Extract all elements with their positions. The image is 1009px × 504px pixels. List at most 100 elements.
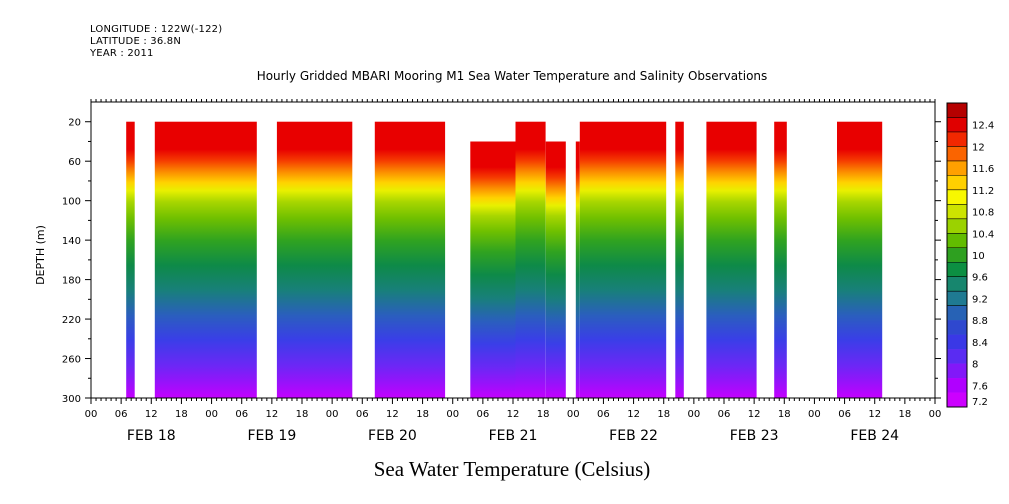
data-block (579, 121, 667, 398)
x-tick-label: 06 (476, 409, 489, 420)
day-label: FEB 19 (247, 428, 296, 444)
x-tick-label: 18 (296, 409, 309, 420)
x-tick-label: 18 (416, 409, 429, 420)
colorbar-swatch (947, 189, 967, 205)
data-block (575, 141, 580, 398)
x-tick-label: 06 (718, 409, 731, 420)
colorbar-swatch (947, 131, 967, 147)
x-tick-label: 06 (356, 409, 369, 420)
colorbar-swatch (947, 160, 967, 176)
x-tick-label: 00 (446, 409, 459, 420)
data-block (374, 121, 446, 398)
colorbar-swatch (947, 363, 967, 379)
colorbar-label: 8 (972, 360, 978, 371)
data-block (545, 141, 566, 398)
x-tick-label: 12 (265, 409, 278, 420)
colorbar-swatch (947, 334, 967, 350)
colorbar-swatch (947, 392, 967, 408)
y-tick-label: 20 (68, 118, 81, 129)
colorbar-swatch (947, 247, 967, 263)
x-tick-label: 00 (687, 409, 700, 420)
colorbar: 12.4 12 11.6 11.2 10.8 10.4 10 9.6 9.2 8.8 8.4 8 7.6… (946, 102, 994, 408)
day-label: FEB 18 (127, 428, 176, 444)
colorbar-swatch (947, 146, 967, 162)
colorbar-swatch (947, 204, 967, 220)
y-tick-label: 100 (62, 197, 81, 208)
colorbar-label: 10.8 (972, 208, 994, 219)
day-label: FEB 20 (368, 428, 417, 444)
x-tick-label: 12 (145, 409, 158, 420)
colorbar-swatch (947, 117, 967, 133)
x-tick-label: 12 (386, 409, 399, 420)
axes: 00 06 12 18 00 06 12 18 00 06 12 18 00 06 12 18 00 06 12 18… (62, 99, 941, 444)
colorbar-swatch (947, 103, 967, 118)
colorbar-swatch (947, 349, 967, 364)
x-tick-label: 18 (175, 409, 188, 420)
colorbar-swatch (947, 175, 967, 191)
colorbar-label: 11.2 (972, 186, 994, 197)
x-tick-label: 12 (627, 409, 640, 420)
colorbar-label: 11.6 (972, 164, 994, 175)
data-block (837, 121, 883, 398)
data-block (470, 141, 516, 398)
y-tick-label: 300 (62, 394, 81, 405)
colorbar-label: 9.6 (972, 273, 988, 284)
x-tick-label: 06 (597, 409, 610, 420)
x-tick-label: 18 (898, 409, 911, 420)
colorbar-label: 12 (972, 142, 985, 153)
data-block (276, 121, 353, 398)
y-tick-label: 220 (62, 315, 81, 326)
x-tick-label: 06 (235, 409, 248, 420)
x-tick-label: 00 (929, 409, 942, 420)
colorbar-swatch (947, 218, 967, 234)
day-label: FEB 22 (609, 428, 658, 444)
x-tick-label: 00 (205, 409, 218, 420)
colorbar-swatch (947, 233, 967, 249)
x-tick-label: 00 (326, 409, 339, 420)
colorbar-label: 8.8 (972, 316, 988, 327)
colorbar-swatch (947, 320, 967, 335)
x-tick-label: 06 (115, 409, 128, 420)
y-axis-label: DEPTH (m) (34, 225, 47, 285)
colorbar-label: 10.4 (972, 229, 994, 240)
data-block (774, 121, 787, 398)
data-block (154, 121, 257, 398)
colorbar-label: 10 (972, 251, 985, 262)
colorbar-label: 7.6 (972, 381, 988, 392)
x-tick-label: 06 (838, 409, 851, 420)
colorbar-label: 7.2 (972, 397, 988, 408)
colorbar-label: 12.4 (972, 121, 994, 132)
day-label: FEB 21 (489, 428, 538, 444)
x-tick-label: 12 (868, 409, 881, 420)
data-block (515, 121, 546, 398)
day-label: FEB 23 (730, 428, 779, 444)
y-tick-label: 140 (62, 236, 81, 247)
colorbar-swatch (947, 291, 967, 306)
x-tick-label: 00 (567, 409, 580, 420)
variable-label: Sea Water Temperature (Celsius) (374, 457, 651, 481)
latitude-label: LATITUDE : 36.8N (90, 36, 182, 47)
x-tick-label: 00 (85, 409, 98, 420)
colorbar-swatch (947, 378, 967, 393)
colorbar-label: 8.4 (972, 338, 988, 349)
x-tick-label: 18 (537, 409, 550, 420)
x-tick-label: 12 (507, 409, 520, 420)
chart-title: Hourly Gridded MBARI Mooring M1 Sea Wate… (257, 69, 768, 83)
colorbar-label: 9.2 (972, 294, 988, 305)
plot-area (126, 121, 883, 398)
data-block (706, 121, 757, 398)
y-tick-label: 60 (68, 157, 81, 168)
y-tick-label: 260 (62, 355, 81, 366)
colorbar-swatch (947, 305, 967, 321)
colorbar-frame (946, 102, 968, 408)
day-label: FEB 24 (850, 428, 899, 444)
colorbar-swatch (947, 262, 967, 278)
colorbar-swatch (947, 276, 967, 292)
x-tick-label: 12 (748, 409, 761, 420)
x-tick-label: 00 (808, 409, 821, 420)
x-tick-label: 18 (778, 409, 791, 420)
x-tick-label: 18 (657, 409, 670, 420)
data-block (126, 121, 135, 398)
